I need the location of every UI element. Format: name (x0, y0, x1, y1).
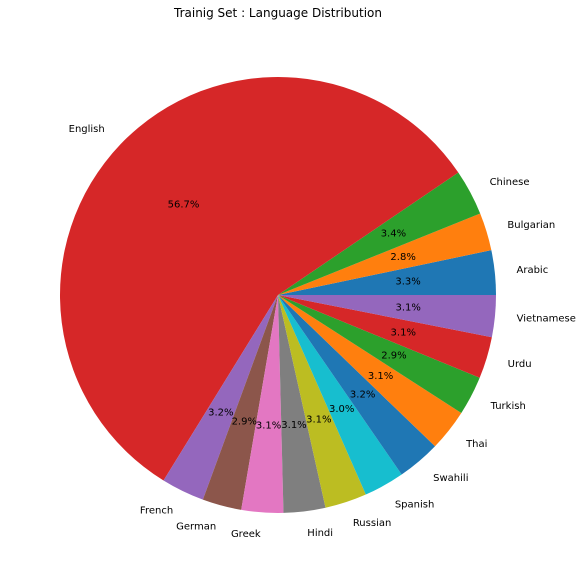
percent-label-turkish: 2.9% (381, 350, 406, 361)
pie-slice-bulgarian (278, 213, 492, 295)
percent-label-greek: 3.1% (256, 420, 281, 431)
percent-label-english: 56.7% (168, 200, 200, 211)
percent-label-urdu: 3.1% (391, 328, 416, 339)
percent-label-chinese: 3.4% (381, 228, 406, 239)
pie-slice-turkish (278, 295, 480, 413)
pie-slice-russian (278, 295, 366, 508)
slice-label-spanish: Spanish (395, 499, 435, 510)
pie-slice-hindi (278, 295, 326, 513)
pie-slice-english (59, 76, 459, 481)
slice-label-arabic: Arabic (517, 265, 549, 276)
percent-label-bulgarian: 2.8% (390, 252, 415, 263)
slice-label-vietnamese: Vietnamese (517, 313, 576, 324)
pie-slice-greek (241, 295, 284, 513)
pie-slice-vietnamese (278, 295, 496, 338)
pie-slice-urdu (278, 295, 492, 378)
slice-label-chinese: Chinese (490, 177, 530, 188)
percent-label-hindi: 3.1% (281, 420, 306, 431)
slice-label-hindi: Hindi (307, 528, 333, 539)
pie-slice-thai (278, 295, 462, 447)
slice-label-french: French (140, 506, 173, 517)
slice-label-greek: Greek (231, 529, 261, 540)
slice-label-urdu: Urdu (508, 359, 532, 370)
percent-label-arabic: 3.3% (395, 276, 420, 287)
slice-label-english: English (69, 124, 105, 135)
pie-slice-spanish (278, 295, 402, 495)
pie-slice-arabic (278, 250, 496, 295)
percent-label-german: 2.9% (232, 416, 257, 427)
percent-label-vietnamese: 3.1% (395, 303, 420, 314)
slice-labels-layer: Arabic Bulgarian Chinese English FrenchGerma… (69, 124, 576, 540)
slices-layer (59, 76, 496, 513)
chart-title: Trainig Set : Language Distribution (173, 6, 382, 20)
pie-slice-swahili (278, 295, 436, 475)
percent-label-swahili: 3.2% (350, 390, 375, 401)
slice-label-turkish: Turkish (490, 401, 526, 412)
slice-label-thai: Thai (465, 439, 487, 450)
percent-label-spanish: 3.0% (329, 404, 354, 415)
slice-label-german: German (176, 522, 216, 533)
slice-label-russian: Russian (353, 518, 392, 529)
percent-label-russian: 3.1% (306, 414, 331, 425)
slice-label-bulgarian: Bulgarian (507, 220, 555, 231)
pie-slice-german (202, 295, 278, 510)
pie-slice-french (163, 295, 278, 500)
slice-label-swahili: Swahili (433, 473, 468, 484)
percent-label-french: 3.2% (208, 408, 233, 419)
percent-labels-layer: 3.3%2.8%3.4%56.7%3.2%2.9%3.1% 3.1%3.1%3.0… (168, 200, 421, 432)
pie-slice-chinese (278, 172, 481, 295)
percent-label-thai: 3.1% (368, 371, 393, 382)
